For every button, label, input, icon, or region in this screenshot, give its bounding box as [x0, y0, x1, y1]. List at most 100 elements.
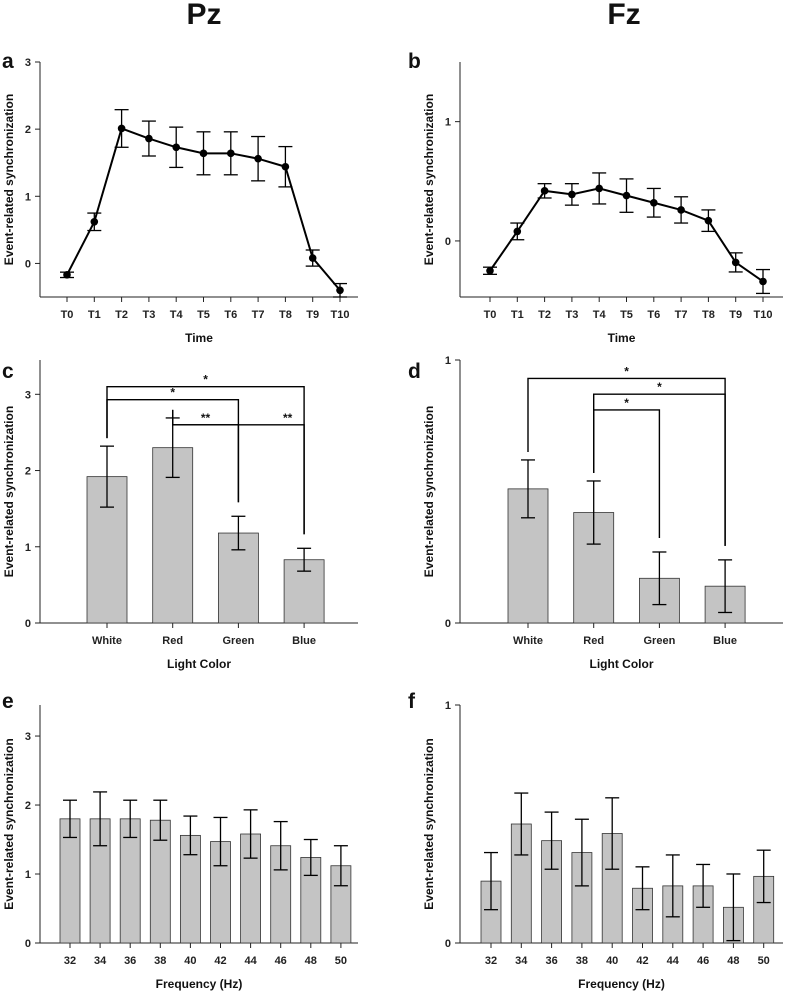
error-bar [484, 851, 498, 911]
error-bar [652, 551, 667, 606]
x-tick-label: T8 [702, 309, 715, 321]
panel-c: c 0 1 2 3 White Red Green Blue Light Color Event-r… [2, 360, 358, 671]
panel-f: f 0 1 32 34 36 38 40 42 44 46 48 50 Frequency (Hz) Eve… [408, 690, 783, 991]
y-tick-label: 0 [445, 938, 451, 950]
y-tick-label: 3 [25, 389, 31, 401]
x-tick-label: 46 [275, 955, 287, 967]
y-tick-label: 0 [25, 618, 31, 630]
x-tick-label: T9 [729, 309, 742, 321]
x-tick-label: Green [223, 635, 255, 647]
significance-bracket: ** [171, 409, 305, 535]
x-tick-label: 48 [305, 955, 317, 967]
error-bar [521, 459, 535, 519]
panel-letter: d [408, 360, 421, 383]
data-point [90, 218, 99, 226]
x-axis-label: Light Color [590, 657, 654, 671]
y-tick-label: 2 [25, 800, 31, 812]
column-title-fz: Fz [607, 0, 640, 31]
column-title-pz: Pz [186, 0, 221, 31]
x-tick-label: T4 [593, 309, 607, 321]
x-tick-label: T0 [61, 309, 74, 321]
x-tick-label: 40 [606, 955, 618, 967]
x-tick-label: 48 [727, 955, 739, 967]
x-tick-label: T8 [279, 309, 292, 321]
bar [86, 476, 128, 624]
x-tick-label: T6 [647, 309, 660, 321]
data-point [63, 271, 71, 279]
significance-label: * [657, 380, 662, 394]
data-point [568, 190, 576, 199]
error-bar [153, 799, 168, 841]
error-bar [605, 797, 620, 870]
x-tick-label: T7 [252, 309, 265, 321]
significance-label: ** [201, 411, 211, 425]
x-tick-label: T3 [565, 309, 578, 321]
x-axis-label: Frequency (Hz) [156, 977, 243, 991]
y-axis-label: Event-related synchronization [2, 94, 16, 265]
x-tick-label: 34 [94, 955, 107, 967]
error-bar [183, 815, 198, 856]
x-tick-label: T1 [88, 309, 101, 321]
x-tick-label: Red [162, 635, 183, 647]
x-tick-label: 44 [667, 955, 680, 967]
x-tick-label: Blue [292, 635, 316, 647]
panel-letter: a [2, 50, 14, 73]
x-tick-label: White [513, 635, 543, 647]
x-tick-label: 34 [515, 955, 528, 967]
error-bar [756, 849, 771, 904]
data-point [172, 143, 180, 152]
significance-label: ** [283, 411, 293, 425]
data-point [308, 254, 317, 262]
data-point [650, 198, 658, 207]
x-tick-label: T7 [675, 309, 688, 321]
panel-d: d 0 1 White Red Green Blue Light Color Event-rel… [408, 355, 783, 671]
y-axis-label: Event-related synchronization [2, 406, 16, 577]
error-bar [297, 547, 312, 572]
y-axis-label: Event-related synchronization [2, 738, 16, 909]
y-tick-label: 1 [25, 869, 31, 881]
x-tick-label: T0 [484, 309, 497, 321]
data-point [677, 206, 685, 214]
x-tick-label: 42 [214, 955, 226, 967]
error-bar [586, 480, 601, 545]
error-bar [718, 559, 733, 614]
x-axis-label: Light Color [167, 657, 231, 671]
panel-letter: c [2, 360, 14, 383]
x-tick-label: T2 [538, 309, 551, 321]
data-point [595, 184, 603, 193]
significance-label: * [624, 364, 629, 378]
y-tick-label: 1 [445, 117, 451, 129]
data-point [117, 124, 126, 133]
x-tick-label: T3 [142, 309, 155, 321]
error-bar [696, 863, 711, 908]
y-tick-label: 2 [25, 124, 31, 136]
error-bar [514, 792, 529, 856]
data-point [336, 286, 344, 295]
y-tick-label: 2 [25, 466, 31, 478]
x-tick-label: 46 [697, 955, 709, 967]
error-bar [243, 809, 258, 859]
data-point [759, 277, 767, 286]
y-tick-label: 1 [25, 191, 31, 203]
y-tick-label: 0 [25, 938, 31, 950]
error-bar [93, 791, 108, 847]
y-tick-label: 0 [445, 236, 451, 248]
x-tick-label: 36 [124, 955, 136, 967]
x-tick-label: 42 [636, 955, 648, 967]
x-tick-label: T4 [170, 309, 184, 321]
x-tick-label: T6 [224, 309, 237, 321]
data-point [731, 258, 740, 267]
data-point [486, 266, 494, 275]
panel-a: a 0 1 2 3 T0 T1 T2 T3 T4 T5 T6 T7 T8 T9 T10 Time Event-re… [2, 50, 358, 345]
error-bar [273, 820, 288, 871]
x-tick-label: 36 [545, 955, 557, 967]
x-tick-label: 38 [154, 955, 166, 967]
x-tick-label: T2 [115, 309, 128, 321]
y-tick-label: 0 [445, 618, 451, 630]
error-bar [574, 818, 589, 887]
x-tick-label: Green [644, 635, 676, 647]
x-tick-label: T10 [331, 309, 350, 321]
x-tick-label: 32 [64, 955, 76, 967]
x-tick-label: 50 [335, 955, 347, 967]
